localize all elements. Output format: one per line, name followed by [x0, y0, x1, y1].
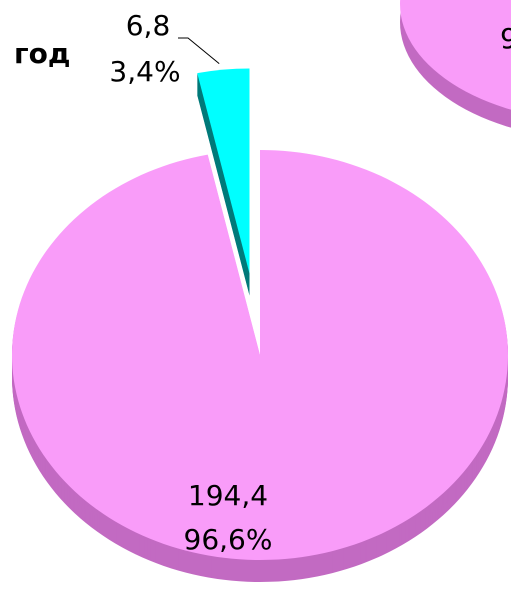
percent-label: 3,4%: [109, 55, 180, 88]
chart-title: год: [14, 37, 70, 70]
percent-label: 96,6%: [184, 523, 273, 556]
partial-pie: [400, 0, 511, 128]
partial-pie-top: [400, 0, 511, 110]
value-label: 194,4: [188, 479, 268, 512]
annotation: 9: [500, 22, 511, 55]
slice: [197, 68, 250, 274]
value-label: 6,8: [126, 9, 171, 42]
slice: [11, 150, 509, 560]
leader-line: [178, 37, 220, 65]
